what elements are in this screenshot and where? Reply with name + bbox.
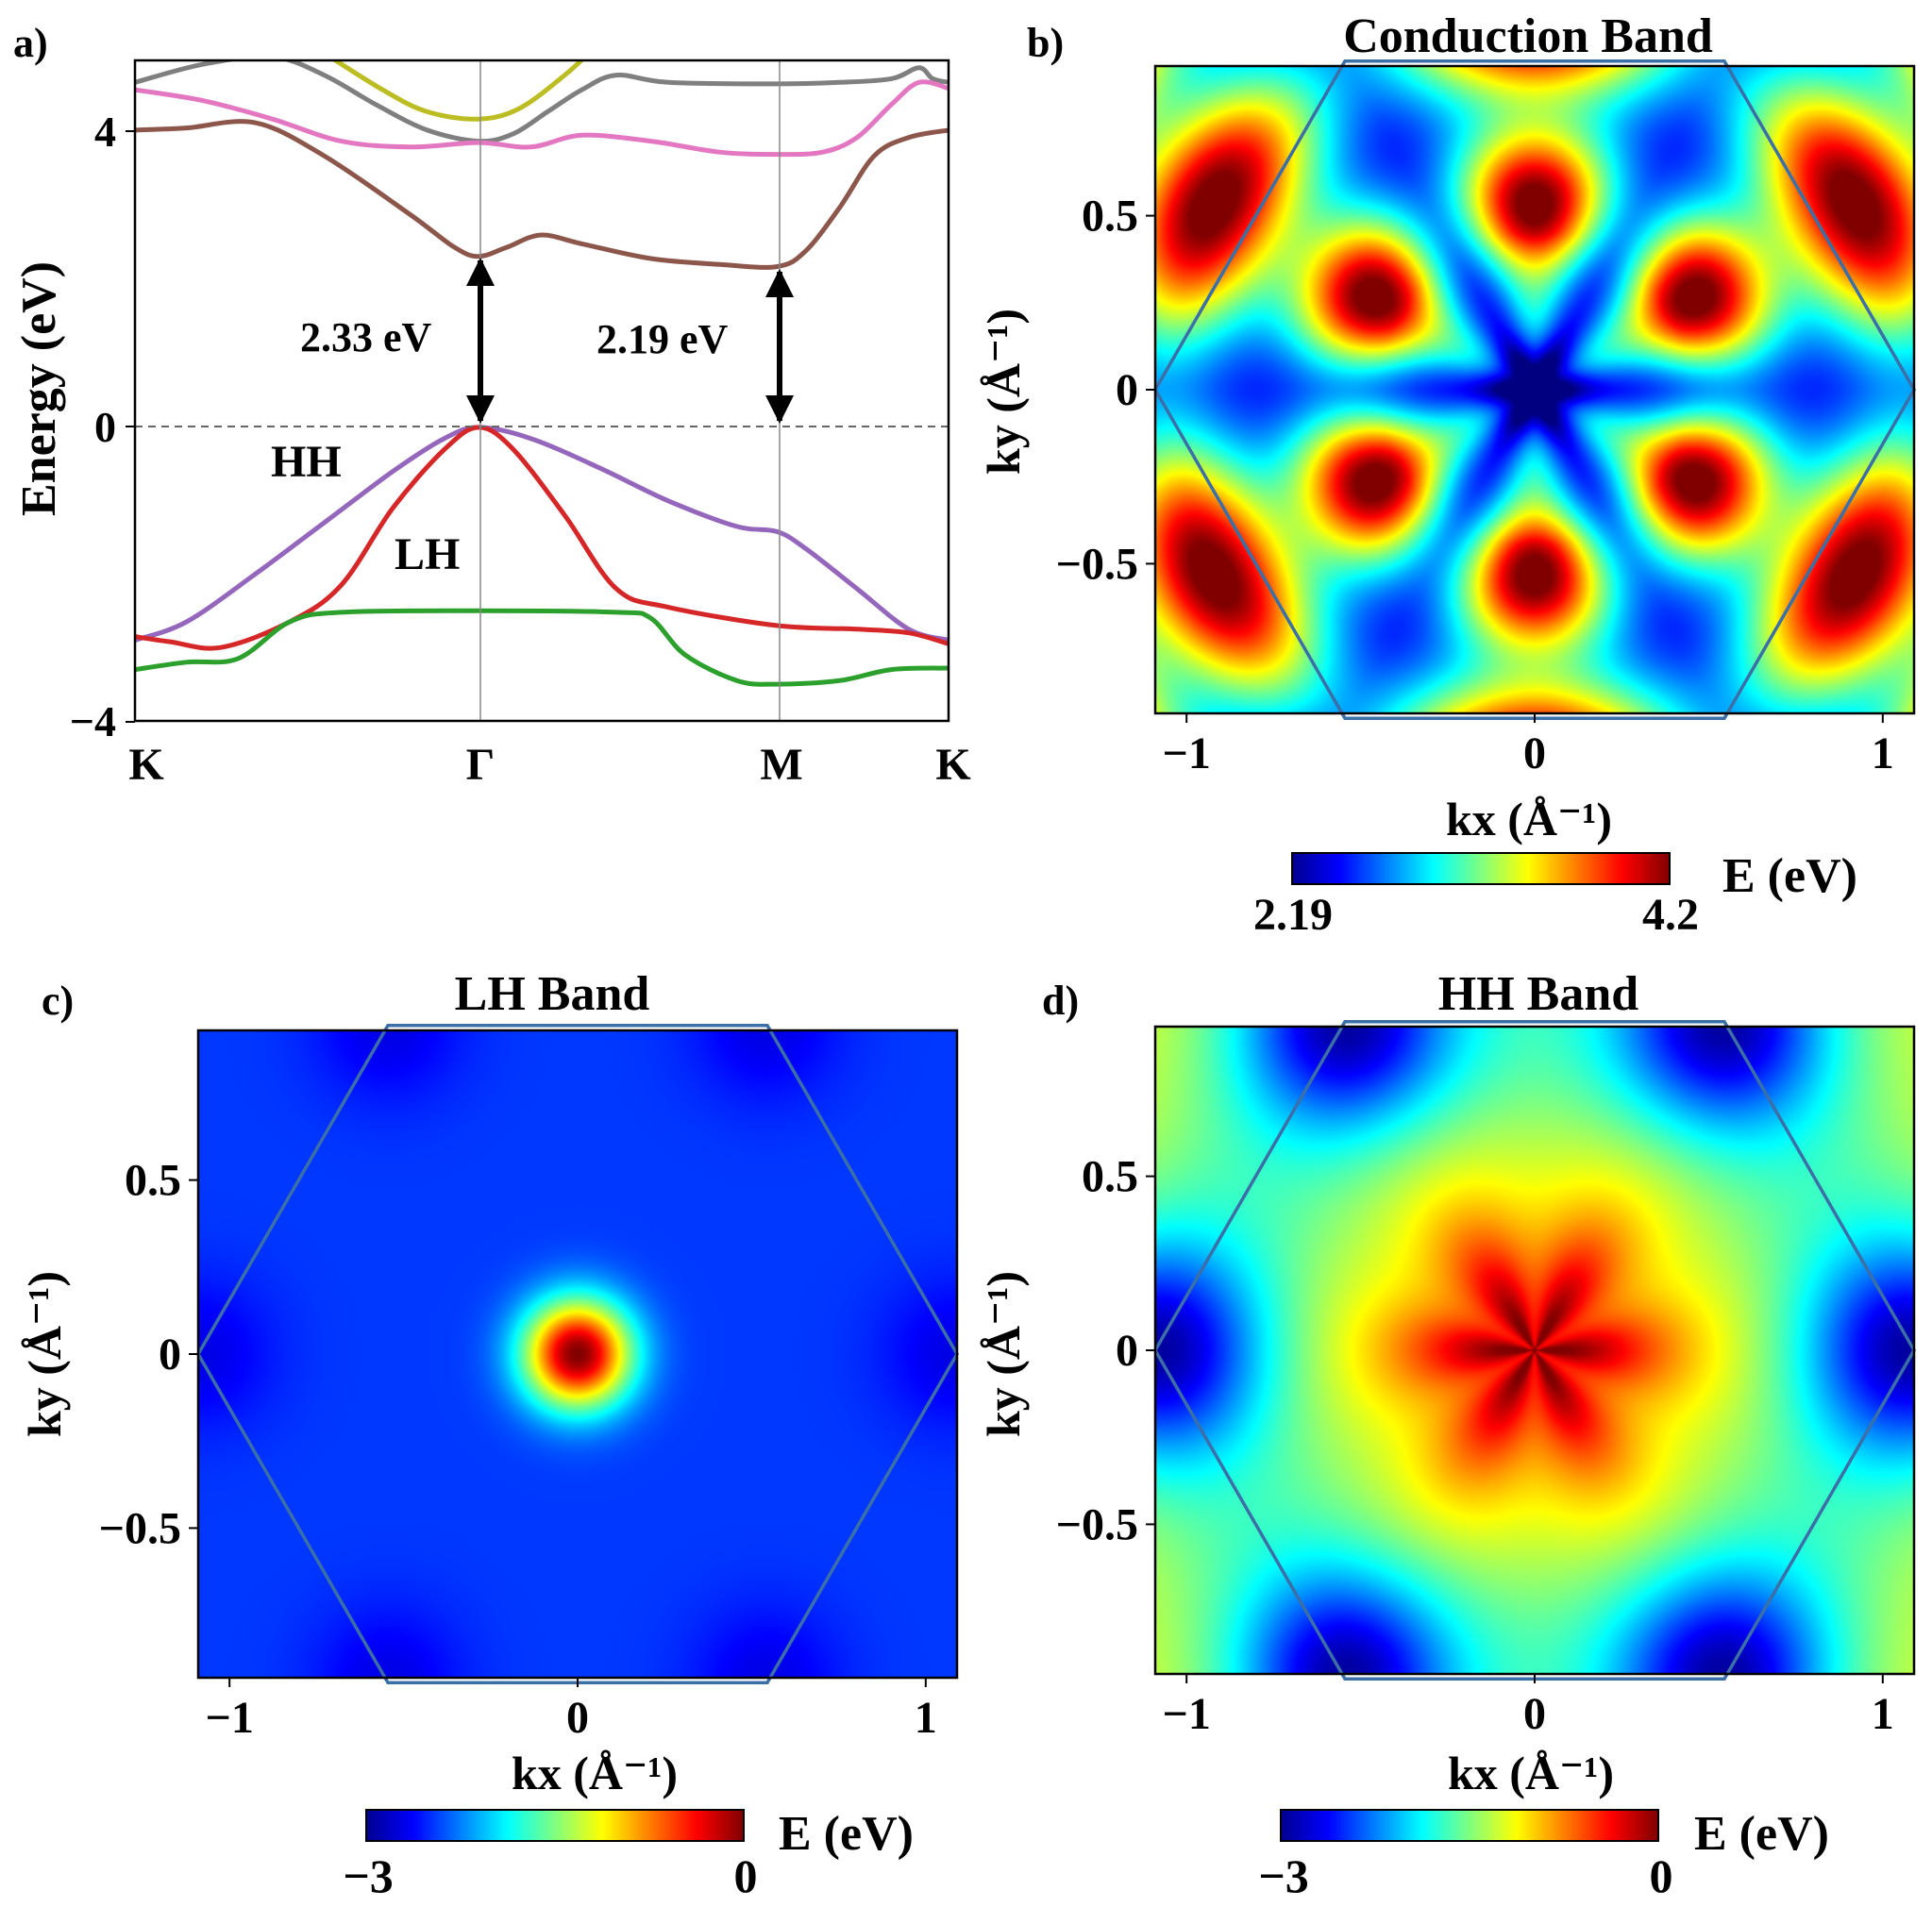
x-tick-label: 1 xyxy=(915,1693,937,1743)
band-structure-panel: a) 2.33 eV 2.19 eV HH LH 4 0 −4 K Γ M K … xyxy=(12,20,971,790)
heatmap-c xyxy=(198,1030,957,1678)
band-line xyxy=(330,60,585,122)
x-tick-k: K xyxy=(128,740,163,790)
band-line xyxy=(135,425,949,651)
x-tick-label: 1 xyxy=(1872,728,1894,778)
hh-label: HH xyxy=(271,437,342,487)
panel-label-d: d) xyxy=(1042,978,1079,1024)
y-axis-label-c: ky (Å⁻¹) xyxy=(18,1271,71,1437)
colorbar-c xyxy=(365,1809,745,1842)
y-tick-label: 0 xyxy=(159,1330,181,1380)
x-tick-m: M xyxy=(760,740,802,790)
y-tick-label: 0 xyxy=(1116,1326,1138,1376)
y-tick-a: −4 xyxy=(70,697,116,745)
colorbar-max-c: 0 xyxy=(734,1849,758,1902)
y-tick-label: 0.5 xyxy=(1082,192,1138,242)
y-tick-label: −0.5 xyxy=(99,1503,181,1553)
y-tick-a: 4 xyxy=(94,108,116,156)
x-tick-label: 0 xyxy=(1523,1689,1546,1739)
colorbar-label-c: E (eV) xyxy=(779,1807,914,1861)
colorbar-max-d: 0 xyxy=(1650,1849,1673,1902)
plot-frame-a xyxy=(133,59,950,723)
colorbar-d xyxy=(1280,1809,1659,1842)
colorbar-label-d: E (eV) xyxy=(1694,1807,1829,1861)
y-tick-label: −0.5 xyxy=(1056,539,1138,589)
y-tick-label: 0.5 xyxy=(125,1156,181,1206)
x-axis-label-c: kx (Å⁻¹) xyxy=(512,1747,678,1799)
y-tick-label: 0 xyxy=(1116,365,1138,415)
band-line xyxy=(135,60,949,144)
colorbar-max-b: 4.2 xyxy=(1642,890,1699,940)
y-tick-label: 0.5 xyxy=(1082,1152,1138,1202)
heatmap-b xyxy=(1155,66,1914,713)
colorbar-label-b: E (eV) xyxy=(1722,849,1857,903)
y-tick-label: −0.5 xyxy=(1056,1499,1138,1549)
y-tick-a: 0 xyxy=(94,403,116,451)
x-tick-label: −1 xyxy=(1163,728,1211,778)
x-tick-label: −1 xyxy=(1163,1689,1211,1739)
x-axis-label-b: kx (Å⁻¹) xyxy=(1446,793,1612,845)
x-axis-label-d: kx (Å⁻¹) xyxy=(1448,1747,1614,1799)
hh-band-panel: d) HH Band −1 0 1 0.5 0 −0.5 kx (Å⁻¹) ky (Å⁻¹… xyxy=(977,967,1917,1902)
colorbar-min-b: 2.19 xyxy=(1253,890,1333,940)
x-tick-label: 1 xyxy=(1872,1689,1894,1739)
lh-band-panel: c) LH Band −1 0 1 0.5 0 −0.5 kx (Å⁻¹) ky (Å⁻¹… xyxy=(18,967,960,1902)
band-line xyxy=(135,608,949,687)
conduction-band-panel: b) Conduction Band −1 0 1 0.5 0 −0.5 kx (Å⁻¹)… xyxy=(977,9,1917,940)
colorbar-min-c: −3 xyxy=(343,1849,394,1902)
band-line xyxy=(135,79,949,158)
x-tick-k-end: K xyxy=(935,740,970,790)
panel-label-b: b) xyxy=(1027,20,1064,66)
heatmap-d xyxy=(1155,1027,1914,1674)
gap-label-gamma: 2.33 eV xyxy=(300,314,432,360)
heatmap-title-b: Conduction Band xyxy=(1343,9,1713,63)
panel-label-c: c) xyxy=(42,978,74,1024)
x-tick-gamma: Γ xyxy=(466,740,496,790)
band-line xyxy=(135,119,949,270)
y-axis-label-b: ky (Å⁻¹) xyxy=(977,309,1030,475)
panel-label-a: a) xyxy=(13,20,48,66)
y-axis-label-d: ky (Å⁻¹) xyxy=(977,1271,1030,1437)
heatmap-title-d: HH Band xyxy=(1438,967,1638,1021)
y-axis-label-a: Energy (eV) xyxy=(12,261,66,516)
lh-label: LH xyxy=(395,529,460,579)
gap-label-m: 2.19 eV xyxy=(596,316,729,362)
band-lines xyxy=(135,60,949,687)
heatmap-title-c: LH Band xyxy=(455,967,650,1021)
colorbar-b xyxy=(1291,852,1671,885)
colorbar-min-d: −3 xyxy=(1258,1849,1309,1902)
x-tick-label: −1 xyxy=(206,1693,254,1743)
x-tick-label: 0 xyxy=(566,1693,589,1743)
x-tick-label: 0 xyxy=(1523,728,1546,778)
band-line xyxy=(135,425,949,643)
